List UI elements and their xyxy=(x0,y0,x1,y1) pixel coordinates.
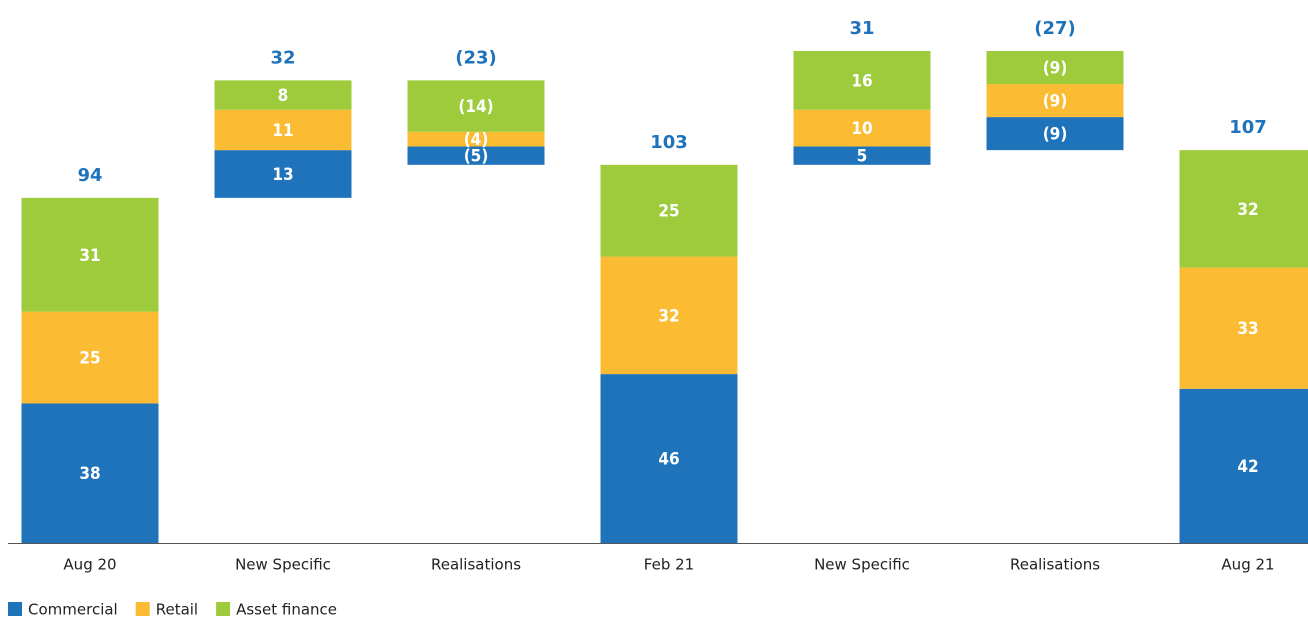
bar-segment xyxy=(1179,267,1308,389)
x-tick-label: Realisations xyxy=(1010,556,1100,574)
segment-label: 38 xyxy=(79,464,100,484)
bar-segment xyxy=(600,164,738,257)
x-tick-label: Realisations xyxy=(431,556,521,574)
legend-swatch xyxy=(135,602,150,616)
x-tick-label: Aug 21 xyxy=(1221,556,1274,574)
segment-label: 10 xyxy=(851,119,872,139)
total-label: 94 xyxy=(77,165,102,186)
x-tick-label: New Specific xyxy=(814,556,910,574)
bar-segment xyxy=(793,146,931,165)
total-label: 32 xyxy=(270,47,295,68)
total-label: 107 xyxy=(1229,117,1267,138)
legend-swatch xyxy=(8,602,22,616)
x-tick-label: Feb 21 xyxy=(644,556,694,574)
legend-label: Retail xyxy=(156,601,198,619)
bar-segment xyxy=(793,51,931,110)
bar-segment xyxy=(214,150,352,198)
segment-label: 13 xyxy=(272,165,293,185)
total-label: 31 xyxy=(849,18,874,39)
total-label: (23) xyxy=(455,47,497,68)
segment-label: (9) xyxy=(1043,59,1068,79)
segment-label: (14) xyxy=(458,97,493,117)
bar-segment xyxy=(600,374,738,543)
x-tick-label: Aug 20 xyxy=(63,556,116,574)
bar-segment xyxy=(21,311,159,404)
bar-segment xyxy=(793,109,931,147)
segment-label: 46 xyxy=(658,450,679,470)
total-label: 103 xyxy=(650,132,688,153)
bar-segment xyxy=(214,109,352,151)
segment-label: 42 xyxy=(1237,457,1258,477)
segment-label: (9) xyxy=(1043,92,1068,112)
bar-segment xyxy=(214,80,352,110)
legend-label: Commercial xyxy=(28,601,118,619)
segment-label: (9) xyxy=(1043,125,1068,145)
segment-label: (4) xyxy=(464,130,489,150)
segment-label: 33 xyxy=(1237,319,1258,339)
bar-segment xyxy=(21,197,159,312)
bar-segment xyxy=(407,146,545,165)
segment-label: 32 xyxy=(1237,200,1258,220)
bar-segment xyxy=(600,256,738,375)
segment-label: 5 xyxy=(857,147,868,167)
bar-segment xyxy=(1179,150,1308,268)
total-label: (27) xyxy=(1034,18,1076,39)
bar-segment xyxy=(407,131,545,147)
bar-segment xyxy=(986,117,1124,151)
segment-label: 32 xyxy=(658,306,679,326)
bar-segment xyxy=(986,84,1124,118)
segment-label: 31 xyxy=(79,246,100,266)
legend-swatch xyxy=(216,602,231,616)
bar-segment xyxy=(986,51,1124,85)
bar-segment xyxy=(21,403,159,543)
segment-label: 8 xyxy=(278,86,289,106)
legend-label: Asset finance xyxy=(236,601,337,619)
bar-segment xyxy=(407,80,545,132)
bar-segment xyxy=(1179,388,1308,543)
segment-label: 25 xyxy=(658,202,679,222)
segment-label: 25 xyxy=(79,349,100,369)
segment-label: (5) xyxy=(464,147,489,167)
x-tick-label: New Specific xyxy=(235,556,331,574)
segment-label: 16 xyxy=(851,71,872,91)
segment-label: 11 xyxy=(272,121,293,141)
